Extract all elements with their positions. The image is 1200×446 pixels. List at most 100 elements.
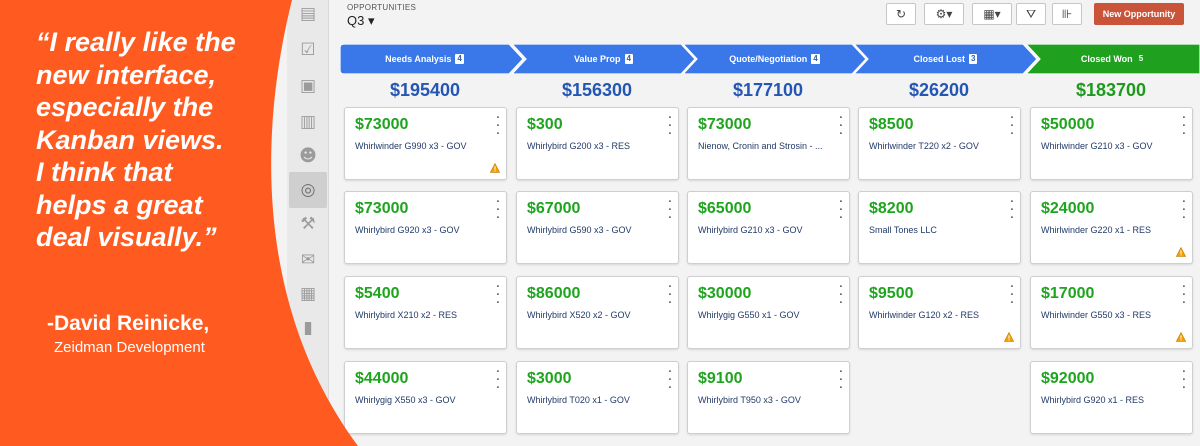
opportunity-card[interactable]: $5400 Whirlybird X210 x2 - RES · · · <box>344 276 507 349</box>
card-name: Whirlwinder G550 x3 - RES <box>1041 310 1152 320</box>
stage-arrow-3[interactable] <box>853 44 1038 74</box>
opportunity-card[interactable]: $50000 Whirlwinder G210 x3 - GOV · · · <box>1030 107 1193 180</box>
opportunity-card[interactable]: $86000 Whirlybird X520 x2 - GOV · · · <box>516 276 679 349</box>
hammer-icon[interactable]: ⚒ <box>300 214 316 234</box>
chart-button[interactable]: ⊪ <box>1052 3 1082 25</box>
card-menu-icon[interactable]: · · · <box>1182 281 1186 309</box>
stage-bar: Needs Analysis 4 Value Prop 4 Quote/Negotiat… <box>340 44 1200 74</box>
card-menu-icon[interactable]: · · · <box>1010 112 1014 140</box>
card-menu-icon[interactable]: · · · <box>839 112 843 140</box>
warning-icon <box>490 163 500 173</box>
opportunity-card[interactable]: $8200 Small Tones LLC · · · <box>858 191 1021 264</box>
new-opportunity-button[interactable]: New Opportunity <box>1094 3 1184 25</box>
card-name: Whirlwinder G210 x3 - GOV <box>1041 141 1153 151</box>
card-menu-icon[interactable]: · · · <box>668 281 672 309</box>
opportunity-card[interactable]: $300 Whirlybird G200 x3 - RES · · · <box>516 107 679 180</box>
stage-arrow-1[interactable] <box>511 44 696 74</box>
stage-name: Needs Analysis <box>385 54 452 64</box>
opportunity-card[interactable]: $17000 Whirlwinder G550 x3 - RES · · · <box>1030 276 1193 349</box>
opportunity-card[interactable]: $92000 Whirlybird G920 x1 - RES · · · <box>1030 361 1193 434</box>
header: OPPORTUNITIES Q3 ▾ ↻ ⚙▾ ▦▾ ⛛ ⊪ New Oppor… <box>340 0 1200 40</box>
stage-name: Closed Lost <box>913 54 966 64</box>
stage-count-badge: 4 <box>811 54 820 64</box>
card-menu-icon[interactable]: · · · <box>1010 281 1014 309</box>
stage-label[interactable]: Quote/Negotiation 4 <box>697 44 852 74</box>
stage-label[interactable]: Closed Won 5 <box>1040 44 1186 74</box>
quote-company: Zeidman Development <box>54 339 205 356</box>
card-amount: $8500 <box>869 116 914 133</box>
opportunity-card[interactable]: $44000 Whirlygig X550 x3 - GOV · · · <box>344 361 507 434</box>
view-dropdown[interactable]: ▦▾ <box>972 3 1012 25</box>
opportunity-card[interactable]: $65000 Whirlybird G210 x3 - GOV · · · <box>687 191 850 264</box>
stage-arrow-4[interactable] <box>1025 44 1200 74</box>
card-menu-icon[interactable]: · · · <box>668 366 672 394</box>
card-menu-icon[interactable]: · · · <box>1182 196 1186 224</box>
card-name: Whirlybird G210 x3 - GOV <box>698 225 803 235</box>
contacts-icon[interactable]: ▣ <box>299 76 317 96</box>
card-amount: $9500 <box>869 285 914 302</box>
card-menu-icon[interactable]: · · · <box>668 112 672 140</box>
card-name: Whirlybird G920 x3 - GOV <box>355 225 460 235</box>
stage-count-badge: 4 <box>455 54 464 64</box>
opportunity-card[interactable]: $73000 Whirlwinder G990 x3 - GOV · · · <box>344 107 507 180</box>
card-name: Whirlybird X520 x2 - GOV <box>527 310 631 320</box>
warning-icon <box>1176 247 1186 257</box>
card-amount: $73000 <box>698 116 752 133</box>
check-icon[interactable]: ☑ <box>300 40 316 60</box>
card-menu-icon[interactable]: · · · <box>496 112 500 140</box>
users-icon[interactable]: ☻ <box>299 146 317 166</box>
card-name: Whirlybird G200 x3 - RES <box>527 141 631 151</box>
card-menu-icon[interactable]: · · · <box>496 281 500 309</box>
card-menu-icon[interactable]: · · · <box>839 196 843 224</box>
opportunity-card[interactable]: $9100 Whirlybird T950 x3 - GOV · · · <box>687 361 850 434</box>
opportunity-card[interactable]: $9500 Whirlwinder G120 x2 - RES · · · <box>858 276 1021 349</box>
card-name: Whirlybird G590 x3 - GOV <box>527 225 632 235</box>
card-menu-icon[interactable]: · · · <box>496 196 500 224</box>
card-amount: $92000 <box>1041 370 1095 387</box>
stage-label[interactable]: Value Prop 4 <box>526 44 681 74</box>
period-dropdown[interactable]: Q3 ▾ <box>347 13 375 28</box>
buildings-icon[interactable]: ▥ <box>299 112 317 132</box>
card-menu-icon[interactable]: · · · <box>1010 196 1014 224</box>
stage-arrows <box>340 44 1200 74</box>
opportunity-card[interactable]: $67000 Whirlybird G590 x3 - GOV · · · <box>516 191 679 264</box>
quote-line: deal visually.” <box>36 222 217 252</box>
warning-icon <box>1176 332 1186 342</box>
icon-rail: ▤ ☑ ▣ ▥ ☻ ◎ ⚒ ✉ ▦ ▮ <box>287 0 329 446</box>
opportunity-card[interactable]: $73000 Nienow, Cronin and Strosin - ... · ·… <box>687 107 850 180</box>
card-menu-icon[interactable]: · · · <box>839 366 843 394</box>
opportunity-card[interactable]: $3000 Whirlybird T020 x1 - GOV · · · <box>516 361 679 434</box>
card-name: Whirlwinder G120 x2 - RES <box>869 310 980 320</box>
card-menu-icon[interactable]: · · · <box>1182 366 1186 394</box>
opportunity-card[interactable]: $73000 Whirlybird G920 x3 - GOV · · · <box>344 191 507 264</box>
dashboard-icon[interactable]: ▤ <box>299 4 317 24</box>
card-name: Whirlwinder G990 x3 - GOV <box>355 141 467 151</box>
filter-button[interactable]: ⛛ <box>1016 3 1046 25</box>
card-menu-icon[interactable]: · · · <box>839 281 843 309</box>
card-menu-icon[interactable]: · · · <box>668 196 672 224</box>
card-name: Whirlygig G550 x1 - GOV <box>698 310 800 320</box>
opportunity-card[interactable]: $30000 Whirlygig G550 x1 - GOV · · · <box>687 276 850 349</box>
reports-icon[interactable]: ▮ <box>303 318 313 338</box>
quote-text: “I really like the new interface, especi… <box>36 26 286 254</box>
stage-total: $156300 <box>561 80 633 100</box>
calendar-icon[interactable]: ▦ <box>299 284 317 304</box>
stage-name: Value Prop <box>574 54 621 64</box>
mail-icon[interactable]: ✉ <box>300 250 316 270</box>
opportunity-card[interactable]: $8500 Whirlwinder T220 x2 - GOV · · · <box>858 107 1021 180</box>
card-amount: $17000 <box>1041 285 1095 302</box>
stage-total: $177100 <box>732 80 804 100</box>
card-menu-icon[interactable]: · · · <box>496 366 500 394</box>
refresh-button[interactable]: ↻ <box>886 3 916 25</box>
stage-arrow-2[interactable] <box>682 44 867 74</box>
settings-dropdown[interactable]: ⚙▾ <box>924 3 964 25</box>
card-amount: $8200 <box>869 200 914 217</box>
target-icon[interactable]: ◎ <box>289 172 327 208</box>
stage-label[interactable]: Closed Lost 3 <box>868 44 1023 74</box>
card-amount: $50000 <box>1041 116 1095 133</box>
stage-label[interactable]: Needs Analysis 4 <box>340 44 509 74</box>
opportunity-card[interactable]: $24000 Whirlwinder G220 x1 - RES · · · <box>1030 191 1193 264</box>
card-menu-icon[interactable]: · · · <box>1182 112 1186 140</box>
card-amount: $73000 <box>355 200 409 217</box>
